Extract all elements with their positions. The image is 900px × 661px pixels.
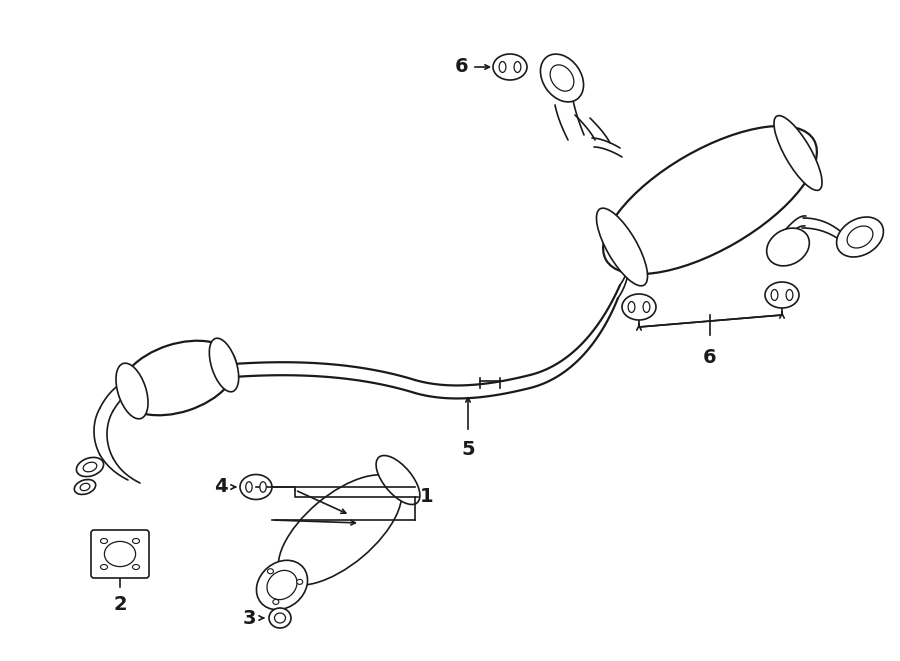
Ellipse shape <box>246 482 252 492</box>
Ellipse shape <box>260 482 266 492</box>
Ellipse shape <box>116 363 148 419</box>
Text: 2: 2 <box>113 595 127 614</box>
Ellipse shape <box>269 608 291 628</box>
Ellipse shape <box>274 613 285 623</box>
Ellipse shape <box>101 564 107 570</box>
Text: 3: 3 <box>242 609 256 627</box>
Ellipse shape <box>240 475 272 500</box>
Ellipse shape <box>644 301 650 313</box>
Ellipse shape <box>786 290 793 301</box>
Ellipse shape <box>550 65 574 91</box>
Ellipse shape <box>493 54 527 80</box>
Ellipse shape <box>120 340 236 415</box>
Ellipse shape <box>622 294 656 320</box>
Ellipse shape <box>771 290 778 301</box>
Ellipse shape <box>83 462 97 472</box>
Ellipse shape <box>267 570 297 600</box>
Text: 5: 5 <box>461 440 475 459</box>
Ellipse shape <box>80 483 90 490</box>
Ellipse shape <box>267 568 274 574</box>
Ellipse shape <box>847 226 873 248</box>
Ellipse shape <box>273 600 279 604</box>
Ellipse shape <box>297 580 302 584</box>
FancyBboxPatch shape <box>91 530 149 578</box>
Ellipse shape <box>514 61 521 73</box>
Ellipse shape <box>765 282 799 308</box>
Text: 6: 6 <box>454 58 468 77</box>
Ellipse shape <box>210 338 239 392</box>
Ellipse shape <box>256 561 308 609</box>
Ellipse shape <box>767 228 809 266</box>
Ellipse shape <box>500 61 506 73</box>
Ellipse shape <box>597 208 647 286</box>
Ellipse shape <box>774 116 822 190</box>
Ellipse shape <box>837 217 884 257</box>
Text: 1: 1 <box>420 488 434 506</box>
Text: 4: 4 <box>214 477 228 496</box>
Ellipse shape <box>628 301 634 313</box>
Ellipse shape <box>76 457 104 477</box>
Ellipse shape <box>132 564 140 570</box>
Ellipse shape <box>603 126 817 274</box>
Ellipse shape <box>278 475 401 585</box>
Text: 6: 6 <box>703 348 716 367</box>
Ellipse shape <box>132 539 140 543</box>
Ellipse shape <box>376 455 420 504</box>
Ellipse shape <box>540 54 583 102</box>
Ellipse shape <box>75 479 95 494</box>
Ellipse shape <box>104 541 136 566</box>
Ellipse shape <box>101 539 107 543</box>
